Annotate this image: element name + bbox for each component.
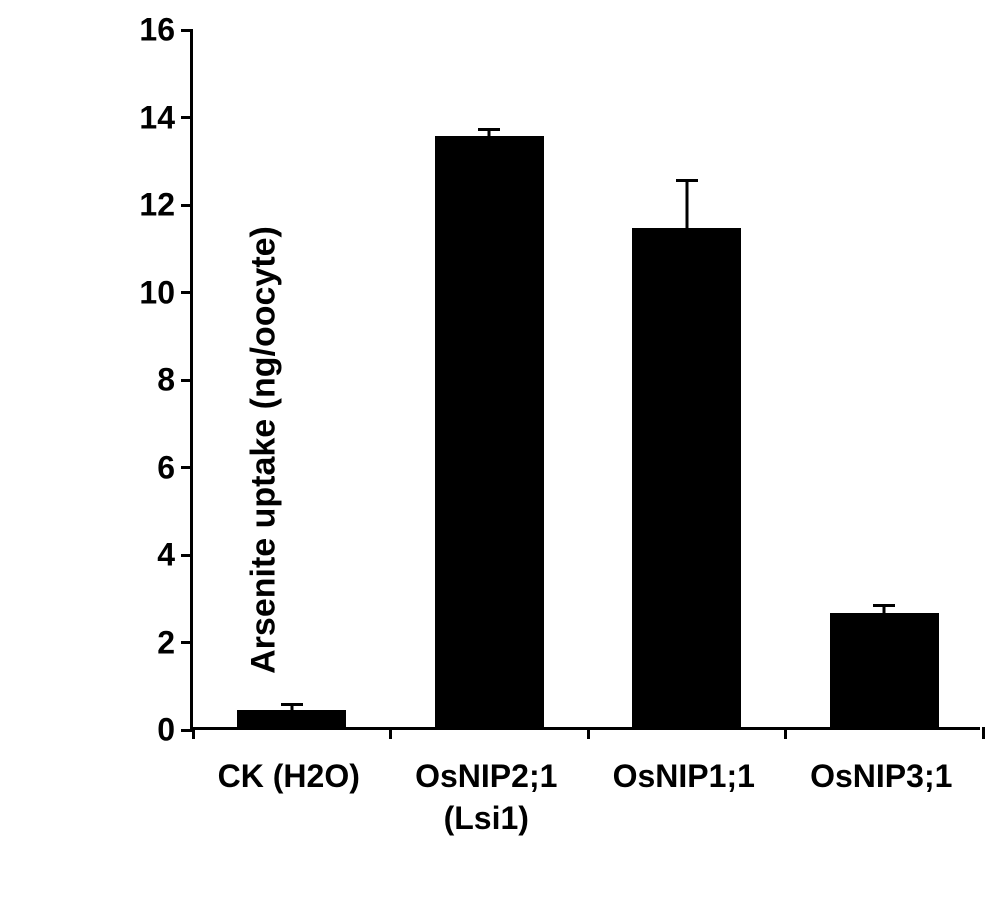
x-tick	[982, 727, 985, 739]
y-tick-label: 2	[157, 624, 175, 661]
y-tick	[181, 641, 193, 644]
y-tick-label: 4	[157, 537, 175, 574]
x-axis-category-label: OsNIP3;1	[810, 758, 952, 795]
x-tick	[389, 727, 392, 739]
y-tick-label: 0	[157, 712, 175, 749]
bar	[237, 710, 346, 728]
y-tick	[181, 379, 193, 382]
chart-container: Arsenite uptake (ng/oocyte) 024681012141…	[60, 20, 980, 880]
y-tick	[181, 204, 193, 207]
error-cap	[873, 604, 895, 607]
y-tick	[181, 116, 193, 119]
bar	[435, 136, 544, 727]
y-tick	[181, 291, 193, 294]
y-tick	[181, 466, 193, 469]
x-axis-category-label: OsNIP2;1	[415, 758, 557, 795]
error-cap	[281, 703, 303, 706]
x-axis-category-label: CK (H2O)	[218, 758, 360, 795]
x-tick	[192, 727, 195, 739]
error-cap	[676, 179, 698, 182]
bar	[632, 228, 741, 727]
x-axis-category-label: OsNIP1;1	[613, 758, 755, 795]
x-axis-category-sublabel: (Lsi1)	[444, 800, 529, 837]
y-tick-label: 12	[139, 187, 175, 224]
y-tick	[181, 29, 193, 32]
bar	[830, 613, 939, 727]
x-tick	[587, 727, 590, 739]
y-tick	[181, 554, 193, 557]
error-bar	[685, 180, 688, 228]
y-tick-label: 6	[157, 449, 175, 486]
y-tick-label: 16	[139, 12, 175, 49]
x-tick	[784, 727, 787, 739]
y-tick-label: 10	[139, 274, 175, 311]
y-tick-label: 8	[157, 362, 175, 399]
error-cap	[478, 128, 500, 131]
plot-area: 0246810121416	[190, 30, 980, 730]
y-tick-label: 14	[139, 99, 175, 136]
